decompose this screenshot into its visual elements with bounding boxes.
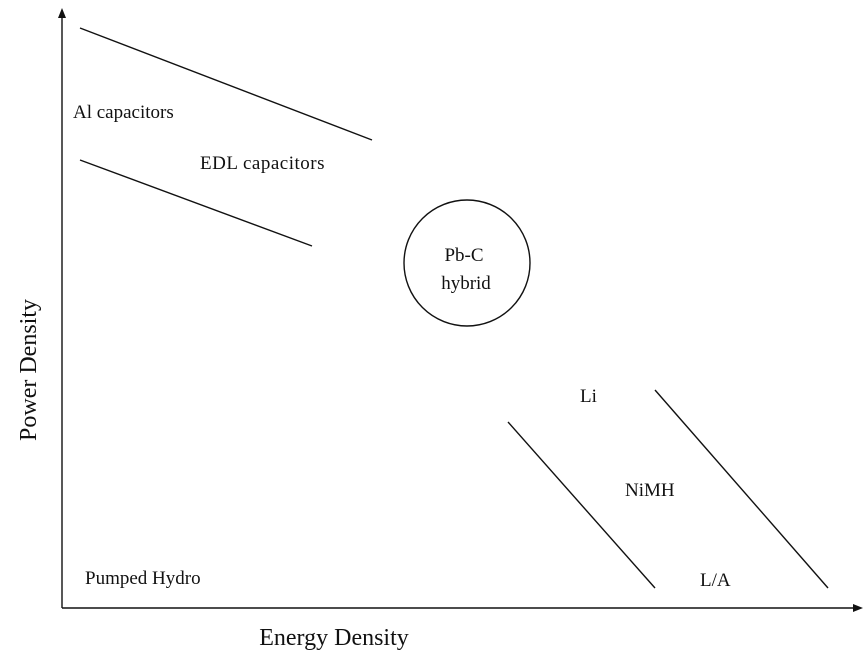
label: Pumped Hydro xyxy=(85,568,201,589)
x-axis-arrow xyxy=(853,604,863,612)
y-axis-label: Power Density xyxy=(16,299,42,441)
label: Al capacitors xyxy=(73,102,174,123)
pbc-circle xyxy=(403,199,531,327)
label: NiMH xyxy=(625,480,675,501)
label: hybrid xyxy=(441,273,491,294)
label: Pb-C xyxy=(444,245,483,266)
label: EDL capacitors xyxy=(200,153,325,174)
label: L/A xyxy=(700,570,731,591)
x-axis-label: Energy Density xyxy=(259,625,409,651)
edl-capacitor-line xyxy=(79,159,313,247)
label: Li xyxy=(580,386,597,407)
nimh-la-line xyxy=(654,389,829,589)
li-nimh-line xyxy=(507,421,656,589)
y-axis-arrow xyxy=(58,8,66,18)
al-capacitor-line xyxy=(79,27,373,141)
